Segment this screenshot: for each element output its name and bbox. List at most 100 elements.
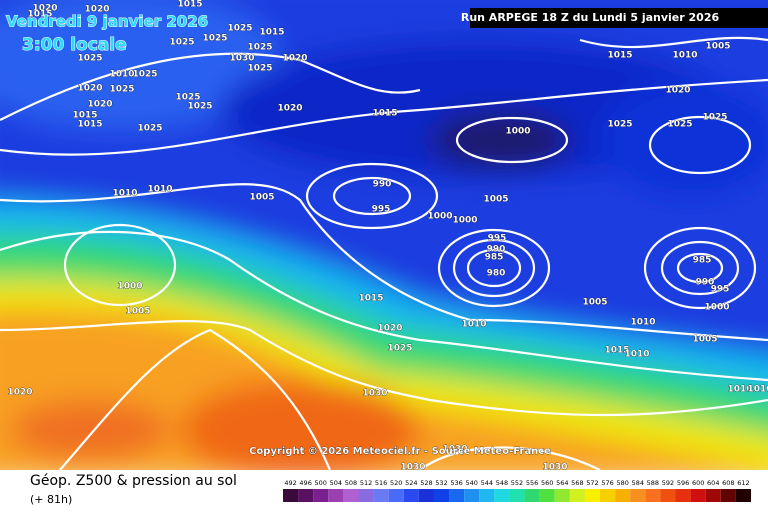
colorbar-label: 556 (526, 479, 538, 487)
colorbar-swatch (509, 489, 525, 502)
colorbar-swatch (615, 489, 631, 502)
colorbar-swatch (298, 489, 314, 502)
footer-title: Géop. Z500 & pression au sol (30, 473, 237, 489)
isobar-label: 1015 (72, 111, 97, 121)
isobar-label: 1015 (27, 10, 52, 20)
colorbar-label: 568 (571, 479, 583, 487)
isobar-label: 990 (487, 245, 506, 255)
run-info: Run ARPEGE 18 Z du Lundi 5 janvier 2026 (461, 11, 720, 24)
copyright: Copyright © 2026 Meteociel.fr - Source M… (249, 446, 551, 457)
isobar-label: 1025 (132, 70, 157, 80)
colorbar-label: 512 (360, 479, 372, 487)
isobar-label: 1010 (672, 51, 697, 61)
isobar-label: 990 (696, 278, 715, 288)
isobar-label: 1025 (247, 43, 272, 53)
isobar-label: 1000 (117, 282, 142, 292)
footer-lead: (+ 81h) (30, 493, 72, 506)
valid-date: Vendredi 9 janvier 2026 (6, 13, 208, 31)
isobar-label: 1010 (109, 70, 134, 80)
isobar-label: 1000 (505, 127, 530, 137)
colorbar-swatch (720, 489, 736, 502)
isobars (0, 36, 768, 471)
colorbar-swatch (584, 489, 601, 502)
z500-field (0, 0, 768, 480)
colorbar-swatch (630, 489, 646, 502)
isobar-label: 1020 (282, 54, 307, 64)
colorbar-label: 592 (662, 479, 674, 487)
isobar-label: 1015 (604, 346, 629, 356)
colorbar-label: 564 (556, 479, 568, 487)
colorbar-label: 588 (647, 479, 659, 487)
colorbar-swatch (539, 489, 555, 502)
colorbar-label: 504 (330, 479, 342, 487)
isobar-label: 1025 (387, 344, 412, 354)
colorbar-label: 600 (692, 479, 704, 487)
isobar-label: 1025 (187, 102, 212, 112)
colorbar: 492 496 500 504 508 512 516 520 524 528 532 536 540 5… (283, 479, 751, 502)
isobar-label: 1005 (125, 307, 150, 317)
colorbar-swatch (283, 489, 299, 502)
isobar-label: 1010 (630, 318, 655, 328)
colorbar-label: 524 (405, 479, 417, 487)
colorbar-swatch (660, 489, 676, 502)
colorbar-label: 508 (345, 479, 357, 487)
isobar-label: 1015 (372, 109, 397, 119)
colorbar-label: 492 (284, 479, 296, 487)
isobar-label: 1010 (747, 385, 768, 395)
isobar-label: 1005 (692, 335, 717, 345)
colorbar-label: 536 (450, 479, 462, 487)
isobar-label: 1025 (227, 24, 252, 34)
isobar-label: 995 (488, 234, 507, 244)
colorbar-swatch (433, 489, 450, 502)
colorbar-label: 596 (677, 479, 689, 487)
isobar-label: 1000 (452, 216, 477, 226)
colorbar-swatch (569, 489, 585, 502)
isobar-label: 1030 (442, 445, 467, 455)
isobar-label: 1010 (147, 185, 172, 195)
isobar-label: 1000 (427, 212, 452, 222)
isobar-label: 1010 (727, 385, 752, 395)
isobar-label: 1005 (705, 42, 730, 52)
colorbar-swatch (494, 489, 510, 502)
colorbar-swatch (690, 489, 706, 502)
isobar-label: 1025 (247, 64, 272, 74)
isobar-label: 1005 (483, 195, 508, 205)
colorbar-swatch (313, 489, 329, 502)
colorbar-label: 520 (390, 479, 402, 487)
isobar-label: 1010 (461, 320, 486, 330)
colorbar-swatch (479, 489, 495, 502)
colorbar-label: 548 (496, 479, 508, 487)
colorbar-label: 532 (435, 479, 447, 487)
colorbar-label: 540 (465, 479, 477, 487)
isobar-label: 995 (711, 285, 730, 295)
colorbar-label: 584 (632, 479, 644, 487)
colorbar-swatch (343, 489, 359, 502)
isobar-label: 1010 (112, 189, 137, 199)
colorbar-label: 528 (420, 479, 432, 487)
colorbar-swatch (449, 489, 465, 502)
isobar-label: 995 (372, 205, 391, 215)
run-box (470, 8, 768, 28)
isobar-label: 1020 (665, 86, 690, 96)
isobar-label: 1025 (667, 120, 692, 130)
isobar-label: 1030 (229, 54, 254, 64)
isobar-label: 1020 (377, 324, 402, 334)
colorbar-swatch (328, 489, 344, 502)
colorbar-label: 500 (315, 479, 327, 487)
isobar-label: 1020 (32, 4, 57, 14)
colorbar-label: 516 (375, 479, 387, 487)
colorbar-label: 580 (616, 479, 628, 487)
colorbar-swatch (418, 489, 434, 502)
isobar-label: 1015 (259, 28, 284, 38)
isobar-label: 990 (373, 180, 392, 190)
colorbar-swatch (600, 489, 616, 502)
isobar-label: 1025 (702, 113, 727, 123)
isobar-label: 1030 (542, 463, 567, 473)
colorbar-label: 608 (722, 479, 734, 487)
colorbar-swatch (358, 489, 374, 502)
isobar-label: 1025 (175, 93, 200, 103)
isobar-label: 1025 (77, 54, 102, 64)
valid-time: 3:00 locale (22, 35, 127, 55)
